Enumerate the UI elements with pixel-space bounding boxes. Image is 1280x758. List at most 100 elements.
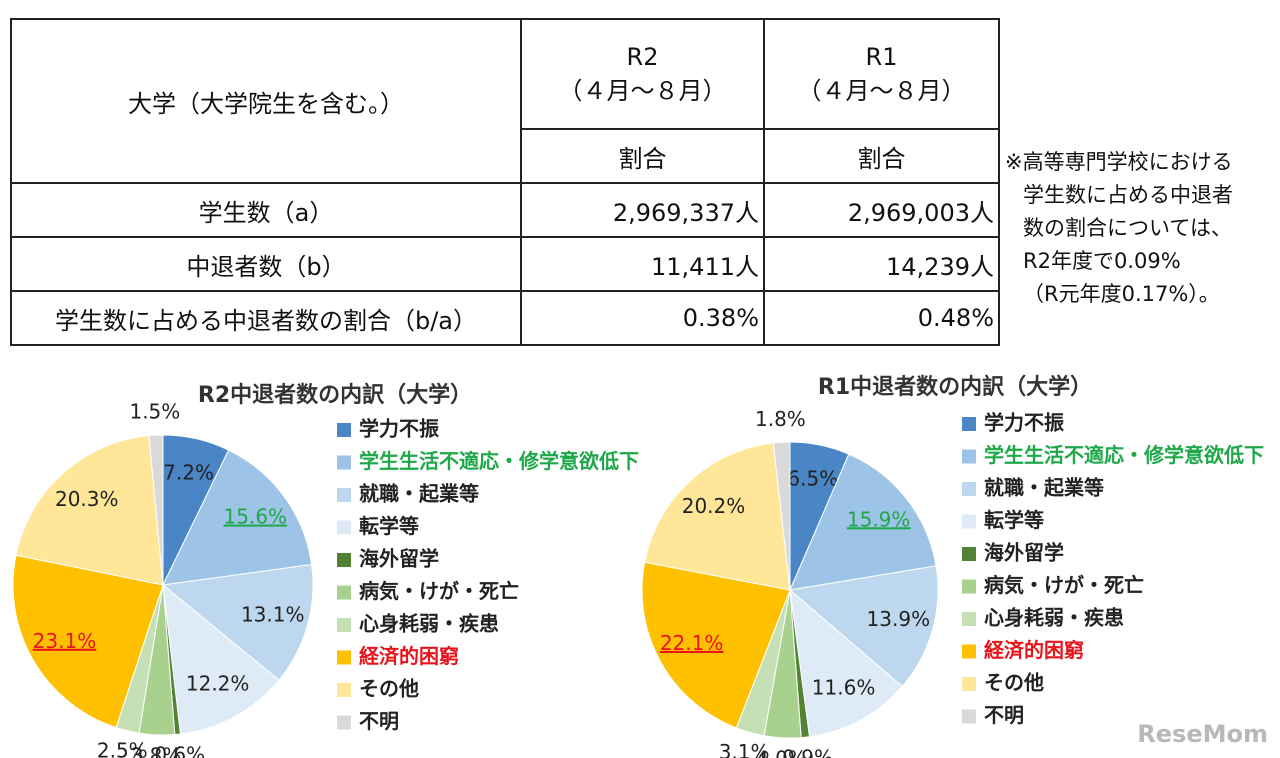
header-label: 大学（大学院生を含む。） (10, 18, 522, 184)
pie-slice (162, 449, 313, 586)
column-sub: 割合 (520, 128, 765, 184)
data-label: 0.9% (782, 746, 833, 758)
data-label: 13.9% (867, 607, 931, 631)
note-line: 学生数に占める中退者 (1023, 183, 1233, 207)
pie-slice (162, 583, 280, 735)
data-label: 2.5% (97, 739, 148, 758)
legend-swatch (962, 709, 976, 724)
legend-label: 病気・けが・死亡 (984, 573, 1144, 597)
column-header: R1 （４月～８月） (763, 18, 1000, 130)
legend-swatch (337, 650, 351, 665)
legend-label: 就職・起業等 (359, 482, 479, 506)
column-title: R2 (626, 42, 659, 71)
legend-swatch (337, 423, 351, 437)
data-label: 13.1% (241, 602, 305, 626)
legend-swatch (962, 547, 976, 561)
data-label: 12.2% (186, 672, 250, 696)
data-label: 23.1% (33, 629, 97, 653)
legend-label: 就職・起業等 (984, 476, 1104, 500)
legend-label: 経済的困窮 (359, 644, 459, 668)
legend-label: 海外留学 (359, 547, 439, 571)
pie-slice (641, 561, 791, 729)
legend-label: 学力不振 (359, 417, 439, 441)
legend-label: 学生生活不適応・修学意欲低下 (984, 443, 1264, 467)
row-label: 学生数に占める中退者数の割合（b/a） (10, 290, 522, 346)
data-label: 3.1% (719, 740, 770, 758)
cell: 2,969,337人 (520, 182, 765, 238)
cell: 14,239人 (763, 236, 1000, 292)
pie-slice (788, 565, 939, 688)
cell: 0.48% (763, 290, 1000, 346)
data-label: 15.6% (224, 505, 288, 529)
pie-slice (789, 588, 903, 738)
pie-slice (15, 435, 164, 586)
cell: 11,411人 (520, 236, 765, 292)
data-label: 20.3% (55, 487, 119, 511)
legend-label: 不明 (359, 709, 399, 733)
legend-swatch (337, 618, 351, 632)
cell: 0.38% (520, 290, 765, 346)
data-label: 6.5% (787, 466, 838, 490)
data-label: 15.9% (847, 507, 911, 531)
pie-slice (772, 441, 791, 591)
row-label: 中退者数（b） (10, 236, 522, 292)
legend-swatch (337, 488, 351, 502)
note: ※高等専門学校における学生数に占める中退者 数の割合については、 R2年度で0.09… (1005, 146, 1233, 311)
pie-slice (148, 434, 164, 586)
legend-swatch (337, 585, 351, 600)
column-title: R1 (865, 42, 898, 71)
legend-swatch (337, 455, 351, 470)
cell: 2,969,003人 (763, 182, 1000, 238)
legend-label: 転学等 (359, 514, 419, 538)
data-label: 7.2% (163, 460, 214, 484)
legend-swatch (337, 715, 351, 730)
legend-swatch (337, 553, 351, 567)
pie-slice (161, 563, 314, 681)
legend-label: 学生生活不適応・修学意欲低下 (359, 449, 639, 473)
chart-title: R2中退者数の内訳（大学） (198, 382, 472, 408)
legend-label: 不明 (984, 703, 1024, 727)
note-line: （R元年度0.17%）。 (1023, 282, 1220, 306)
legend-swatch (962, 514, 976, 529)
legend-label: 心身耗弱・疾患 (359, 612, 499, 636)
legend-swatch (337, 683, 351, 697)
legend-label: 経済的困窮 (984, 638, 1084, 662)
note-line: R2年度で0.09% (1023, 249, 1181, 273)
legend-swatch (962, 417, 976, 431)
legend-label: 心身耗弱・疾患 (984, 606, 1124, 630)
legend-swatch (962, 612, 976, 626)
row-label: 学生数（a） (10, 182, 522, 238)
data-label: 22.1% (660, 631, 724, 655)
data-label: 0.6% (154, 743, 205, 758)
pie-slice (12, 554, 164, 729)
chart-title: R1中退者数の内訳（大学） (818, 374, 1092, 400)
data-label: 20.2% (682, 494, 746, 518)
legend-label: その他 (984, 671, 1044, 695)
data-label: 11.6% (812, 675, 876, 699)
column-sub: 割合 (763, 128, 1000, 184)
legend-swatch (962, 644, 976, 659)
data-label: 1.5% (129, 400, 180, 424)
legend-label: 学力不振 (984, 411, 1064, 435)
pie-slice (644, 442, 791, 591)
table: 大学（大学院生を含む。） R2 （４月～８月） R1 （４月～８月） 割合 割合 学… (10, 18, 1000, 346)
legend-label: 海外留学 (984, 541, 1064, 565)
legend-swatch (337, 520, 351, 535)
column-period: （４月～８月） (558, 76, 727, 105)
legend-label: 転学等 (984, 508, 1044, 532)
legend-swatch (962, 482, 976, 496)
column-period: （４月～８月） (797, 76, 966, 105)
data-label: 1.8% (755, 407, 806, 431)
note-line: 数の割合については、 (1023, 216, 1232, 240)
pie-slice (789, 453, 937, 591)
data-label: 4.0% (756, 746, 807, 758)
legend-swatch (962, 677, 976, 691)
legend-swatch (962, 449, 976, 464)
legend-label: 病気・けが・死亡 (359, 579, 519, 603)
note-line: ※高等専門学校における (1005, 150, 1233, 174)
watermark: ReseMom (1137, 720, 1268, 748)
column-header: R2 （４月～８月） (520, 18, 765, 130)
legend-swatch (962, 579, 976, 594)
data-label: 3.8% (131, 743, 182, 758)
